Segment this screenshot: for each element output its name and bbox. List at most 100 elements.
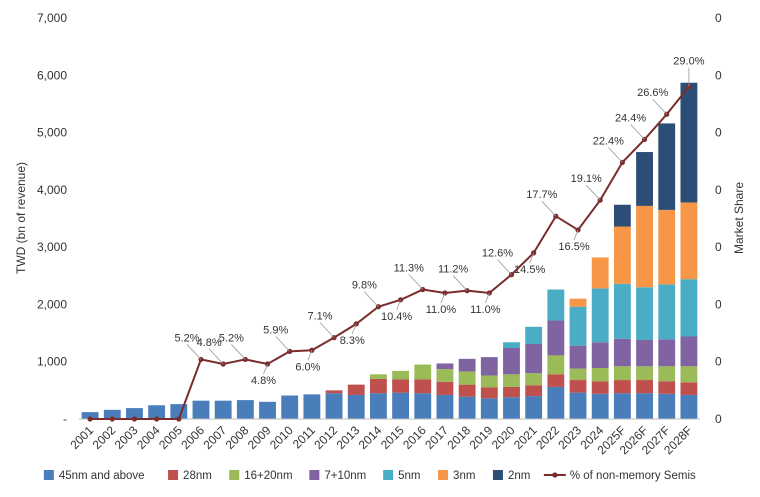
data-label-2022: 17.7% xyxy=(526,189,557,201)
bar-segment-2025F-2 xyxy=(613,366,631,381)
leader-line-2017 xyxy=(440,292,446,304)
bar-segment-2024-4 xyxy=(591,288,609,343)
bar-segment-2020-3 xyxy=(503,347,520,375)
legend-swatch xyxy=(229,470,240,480)
x-tick-label: 2021 xyxy=(511,423,540,452)
bar-segment-2011-0 xyxy=(303,394,321,419)
data-label-2027F: 26.6% xyxy=(637,87,668,99)
bar-segment-2018-0 xyxy=(458,396,476,419)
x-tick-label: 2016 xyxy=(400,423,429,452)
leader-line-2006 xyxy=(186,344,202,360)
bar-segment-2016-0 xyxy=(414,393,432,419)
legend-swatch xyxy=(438,470,449,480)
bar-segment-2012-1 xyxy=(325,390,343,394)
leader-line-2021 xyxy=(529,252,535,264)
leader-line-2023 xyxy=(573,229,579,241)
data-label-2016: 11.3% xyxy=(394,263,425,275)
leader-line-2014 xyxy=(364,291,379,307)
legend-swatch xyxy=(309,470,320,480)
bar-segment-2026F-5 xyxy=(636,205,653,288)
leader-line-2015 xyxy=(396,299,401,310)
bar-segment-2024-1 xyxy=(591,381,609,394)
leader-line-2018 xyxy=(452,275,468,291)
bar-segment-2021-4 xyxy=(525,326,543,344)
x-tick-label: 2001 xyxy=(67,423,96,452)
data-label-2013: 8.3% xyxy=(340,335,365,347)
y-tick-label: 6,000 xyxy=(37,68,67,82)
bar-segment-2028F-1 xyxy=(680,382,698,395)
bar-segment-2025F-6 xyxy=(613,204,631,227)
bar-segment-2010-0 xyxy=(281,395,299,419)
bar-segment-2027F-1 xyxy=(658,381,676,394)
bar-segment-2021-1 xyxy=(525,385,543,397)
x-tick-label: 2004 xyxy=(134,423,163,452)
bar-segment-2022-3 xyxy=(547,320,565,356)
legend-line-marker xyxy=(552,472,558,478)
bar-segment-2006-0 xyxy=(192,400,210,419)
bar-segment-2028F-0 xyxy=(680,394,698,419)
y2-tick-label: 0 xyxy=(715,126,722,140)
data-label-2007: 4.8% xyxy=(197,337,222,349)
data-label-2010: 5.9% xyxy=(263,324,288,336)
bar-segment-2025F-4 xyxy=(613,283,631,339)
leader-line-2019 xyxy=(484,292,490,304)
bars-layer xyxy=(81,82,698,419)
x-tick-label: 2007 xyxy=(201,423,230,452)
bar-segment-2027F-2 xyxy=(658,366,676,382)
data-label-2025F: 22.4% xyxy=(593,135,624,147)
bar-segment-2024-0 xyxy=(591,393,609,419)
bar-segment-2013-0 xyxy=(347,394,365,419)
bar-segment-2014-0 xyxy=(369,393,387,419)
bar-segment-2019-2 xyxy=(480,375,498,388)
y2-tick-label: 0 xyxy=(715,68,722,82)
legend-swatch xyxy=(492,470,503,480)
x-tick-label: 2011 xyxy=(290,423,318,451)
x-tick-label: 2015 xyxy=(378,423,407,452)
x-tick-label: 2010 xyxy=(267,423,296,452)
x-tick-label: 2012 xyxy=(311,423,340,452)
y-tick-label: 7,000 xyxy=(37,11,67,25)
market-share-point-2004 xyxy=(154,416,160,422)
data-label-2018: 11.2% xyxy=(438,264,469,276)
leader-line-2010 xyxy=(275,336,290,352)
bar-segment-2028F-4 xyxy=(680,279,698,337)
bar-segment-2021-3 xyxy=(525,343,543,374)
x-tick-label: 2017 xyxy=(422,423,451,452)
leader-line-2027F xyxy=(652,98,668,115)
bar-segment-2015-2 xyxy=(392,370,410,380)
bar-segment-2028F-3 xyxy=(680,336,698,367)
leader-line-2007 xyxy=(208,348,224,365)
bar-segment-2023-5 xyxy=(569,298,587,307)
bar-segment-2023-0 xyxy=(569,392,587,419)
bar-segment-2009-0 xyxy=(259,401,276,419)
data-label-2009: 4.8% xyxy=(251,375,276,387)
y2-tick-label: 0 xyxy=(715,240,722,254)
y-tick-label: - xyxy=(63,412,67,426)
bar-segment-2028F-2 xyxy=(680,366,698,383)
bar-segment-2022-4 xyxy=(547,289,565,321)
bar-segment-2025F-5 xyxy=(613,226,631,284)
bar-segment-2015-1 xyxy=(392,379,410,393)
legend-label: 16+20nm xyxy=(244,470,292,482)
x-tick-label: 2023 xyxy=(555,423,584,452)
bar-segment-2025F-0 xyxy=(613,393,631,419)
bar-segment-2027F-6 xyxy=(658,123,676,210)
x-tick-label: 2005 xyxy=(156,423,185,452)
bar-segment-2018-1 xyxy=(458,384,476,397)
bar-segment-2016-1 xyxy=(414,379,432,394)
leader-line-2012 xyxy=(319,322,335,338)
market-share-point-2003 xyxy=(131,416,138,422)
data-label-2014: 9.8% xyxy=(352,280,377,292)
legend-label: 45nm and above xyxy=(59,470,145,482)
y-tick-label: 3,000 xyxy=(37,240,67,254)
leader-line-2016 xyxy=(408,274,424,290)
bar-segment-2017-1 xyxy=(436,381,454,395)
bar-segment-2026F-3 xyxy=(636,339,653,367)
bar-segment-2020-1 xyxy=(503,386,520,398)
market-share-point-2002 xyxy=(109,416,115,422)
data-label-2019: 11.0% xyxy=(470,304,501,316)
data-label-2020: 12.6% xyxy=(482,248,513,260)
bar-segment-2026F-4 xyxy=(636,287,653,340)
line-layer xyxy=(87,84,692,422)
